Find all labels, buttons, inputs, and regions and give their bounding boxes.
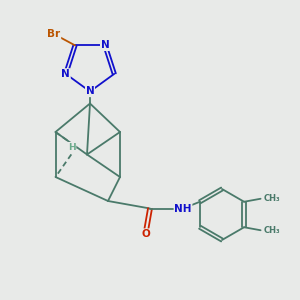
Text: Br: Br [47, 29, 61, 39]
Text: CH₃: CH₃ [264, 194, 280, 203]
Text: O: O [141, 229, 150, 239]
Text: N: N [61, 69, 70, 79]
Text: N: N [85, 86, 94, 97]
Text: H: H [68, 142, 76, 152]
Text: NH: NH [174, 203, 192, 214]
Text: N: N [100, 40, 109, 50]
Text: CH₃: CH₃ [264, 226, 280, 235]
